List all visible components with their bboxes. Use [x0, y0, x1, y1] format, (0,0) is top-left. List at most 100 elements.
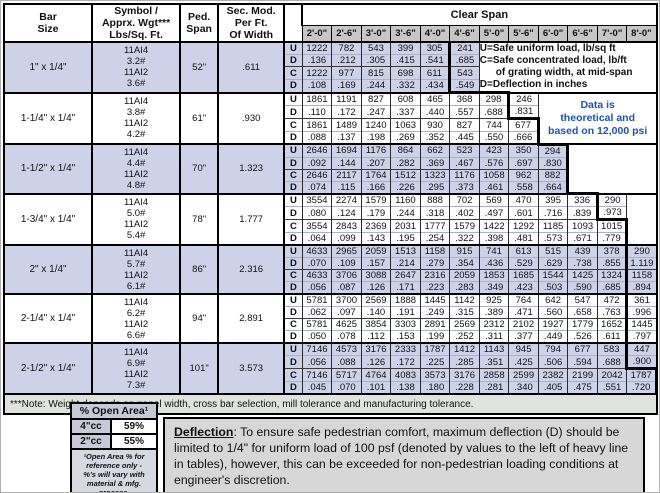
load-value-cell: .080: [301, 206, 332, 220]
load-value-cell: .110: [301, 105, 332, 119]
load-table-subrow: C 2646 2117 1764 1512 1323 1176 1058 962 882: [4, 168, 657, 181]
load-table: Bar Size Symbol / Apprx. Wgt*** Lbs/Sq. …: [3, 3, 658, 415]
load-value-cell: .172: [331, 105, 362, 119]
load-value-cell: 4573: [331, 342, 362, 356]
load-value-cell: 3303: [390, 318, 421, 331]
load-value-cell: 583: [596, 342, 629, 356]
load-value-cell: .461: [478, 180, 509, 194]
load-value-cell: 1292: [508, 219, 539, 233]
load-value-cell: 1058: [478, 168, 509, 181]
empty-region: [567, 143, 657, 194]
load-value-cell: .440: [419, 105, 450, 119]
load-value-cell: 1323: [419, 168, 450, 181]
load-value-cell: 3554: [301, 192, 332, 207]
header-ped-span: Ped. Span: [179, 4, 219, 42]
load-value-cell: .252: [449, 330, 480, 343]
load-value-cell: .109: [331, 257, 362, 270]
load-value-cell: .101: [360, 381, 391, 394]
load-value-cell: 3854: [360, 318, 391, 331]
load-table-subrow: 2" x 1/4" 11AI4 5.7# 11AI2 6.1# 86" 2.316 U 4…: [4, 244, 657, 294]
load-value-cell: .337: [390, 105, 421, 119]
load-value-cell: 543: [449, 66, 480, 80]
load-value-cell: .115: [331, 180, 362, 194]
load-value-cell: 662: [419, 143, 450, 157]
load-value-cell: 782: [331, 41, 362, 55]
ucd-label: D: [283, 105, 303, 119]
symbol-weight-cell: 11AI4 6.2# 11AI2 6.6#: [91, 293, 181, 343]
load-value-cell: .157: [360, 257, 391, 270]
ucd-label: D: [283, 54, 303, 67]
load-value-cell: .056: [301, 355, 332, 369]
load-value-cell: 1579: [360, 192, 391, 207]
load-value-cell: .763: [596, 306, 629, 319]
load-value-cell: 1853: [478, 269, 509, 282]
load-value-cell: .475: [567, 381, 598, 394]
deflection-note-panel: Deflection: To ensure safe pedestrian co…: [163, 417, 645, 492]
load-value-cell: 1685: [508, 269, 539, 282]
load-value-cell: .179: [360, 206, 391, 220]
load-value-cell: .112: [360, 330, 391, 343]
load-value-cell: .389: [478, 306, 509, 319]
load-value-cell: 945: [508, 342, 539, 356]
load-table-subrow: D .136.212.305.415.541.685: [4, 54, 657, 67]
load-value-cell: .497: [478, 206, 509, 220]
load-value-cell: 613: [508, 244, 539, 258]
load-value-cell: .779: [596, 232, 629, 245]
load-value-cell: .503: [537, 281, 568, 294]
load-value-cell: 1579: [449, 219, 480, 233]
load-value-cell: .097: [331, 306, 362, 319]
theoretical-note-line: Data is: [580, 98, 615, 111]
load-value-cell: .153: [390, 330, 421, 343]
load-value-cell: .369: [419, 156, 450, 169]
load-value-cell: 5781: [301, 293, 332, 307]
load-value-cell: 2369: [360, 219, 391, 233]
load-value-cell: .124: [331, 206, 362, 220]
load-value-cell: 2382: [537, 368, 568, 382]
load-value-cell: 2199: [567, 368, 598, 382]
load-value-cell: .576: [478, 156, 509, 169]
load-value-cell: 1093: [567, 219, 598, 233]
load-value-cell: 3176: [449, 368, 480, 382]
load-value-cell: .340: [508, 381, 539, 394]
load-value-cell: .056: [301, 281, 332, 294]
load-value-cell: 677: [567, 342, 598, 356]
load-value-cell: 1.119: [626, 257, 657, 270]
load-value-cell: .315: [449, 306, 480, 319]
load-value-cell: 1176: [449, 168, 480, 181]
load-value-cell: .180: [419, 381, 450, 394]
load-value-cell: .207: [360, 156, 391, 169]
open-area-title: % Open Area¹: [72, 404, 156, 420]
load-value-cell: 2059: [449, 269, 480, 282]
load-value-cell: .138: [390, 381, 421, 394]
load-value-cell: .354: [449, 257, 480, 270]
load-value-cell: .225: [419, 355, 450, 369]
load-value-cell: .070: [331, 381, 362, 394]
symbol-weight-cell: 11AI4 6.9# 11AI2 7.3#: [91, 342, 181, 394]
load-table-subrow: D .056.088.126.172.225.285.351.425.506.59…: [4, 355, 657, 369]
load-value-cell: .169: [331, 78, 362, 93]
load-table-subrow: D .108.169.244.332.434.549: [4, 78, 657, 93]
ucd-legend: U=Safe uniform load, lb/sq ft C=Safe conc…: [478, 41, 657, 93]
header-clear-span: Clear Span: [301, 4, 657, 26]
load-value-cell: 465: [419, 91, 450, 106]
legend-line: D=Deflection in inches: [479, 79, 588, 90]
sec-mod-cell: .930: [217, 91, 285, 144]
span-column-header: 3'-6": [390, 25, 421, 43]
load-value-cell: 569: [478, 192, 509, 207]
open-area-value: 55%: [112, 435, 156, 448]
load-value-cell: .996: [626, 306, 657, 319]
load-value-cell: 4633: [301, 244, 332, 258]
open-area-label: 4"cc: [72, 420, 112, 433]
load-value-cell: .050: [301, 330, 332, 343]
load-value-cell: .697: [508, 156, 539, 169]
ucd-label: C: [283, 318, 303, 331]
load-value-cell: 3088: [360, 269, 391, 282]
load-value-cell: 1015: [596, 218, 629, 233]
main-header-row: Bar Size Symbol / Apprx. Wgt*** Lbs/Sq. …: [4, 4, 657, 42]
load-value-cell: 2102: [508, 318, 539, 331]
load-value-cell: .436: [478, 257, 509, 270]
load-value-cell: .126: [360, 355, 391, 369]
header-symbol-weight: Symbol / Apprx. Wgt*** Lbs/Sq. Ft.: [91, 4, 181, 42]
load-value-cell: 2646: [301, 168, 332, 181]
load-value-cell: .894: [626, 281, 657, 294]
